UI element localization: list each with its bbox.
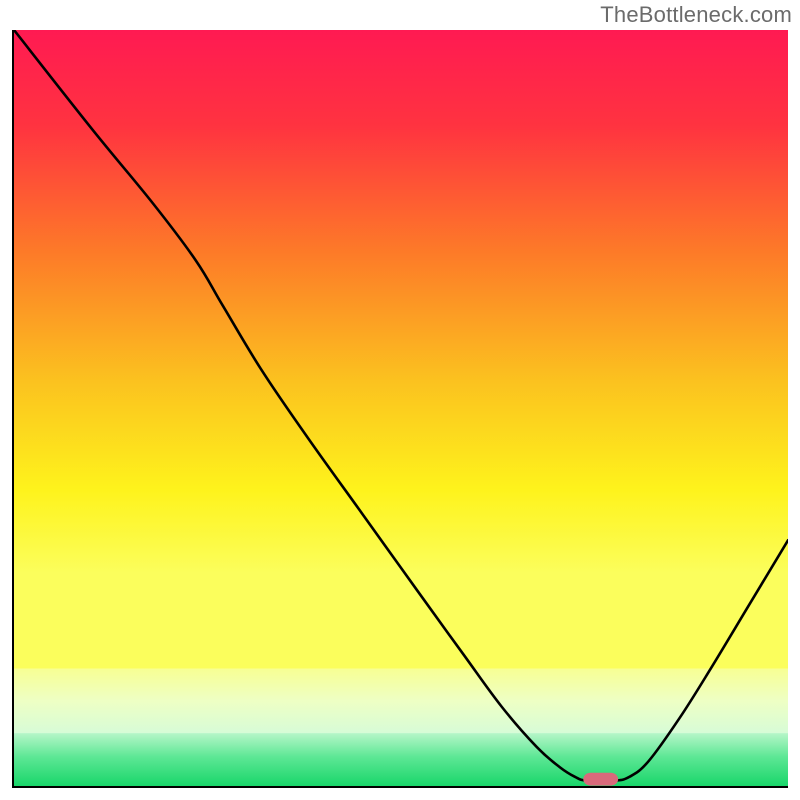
chart-frame: TheBottleneck.com (0, 0, 800, 800)
chart-svg (12, 30, 788, 788)
optimal-marker (583, 773, 618, 786)
watermark-text: TheBottleneck.com (600, 2, 792, 28)
plot-area (12, 30, 788, 788)
